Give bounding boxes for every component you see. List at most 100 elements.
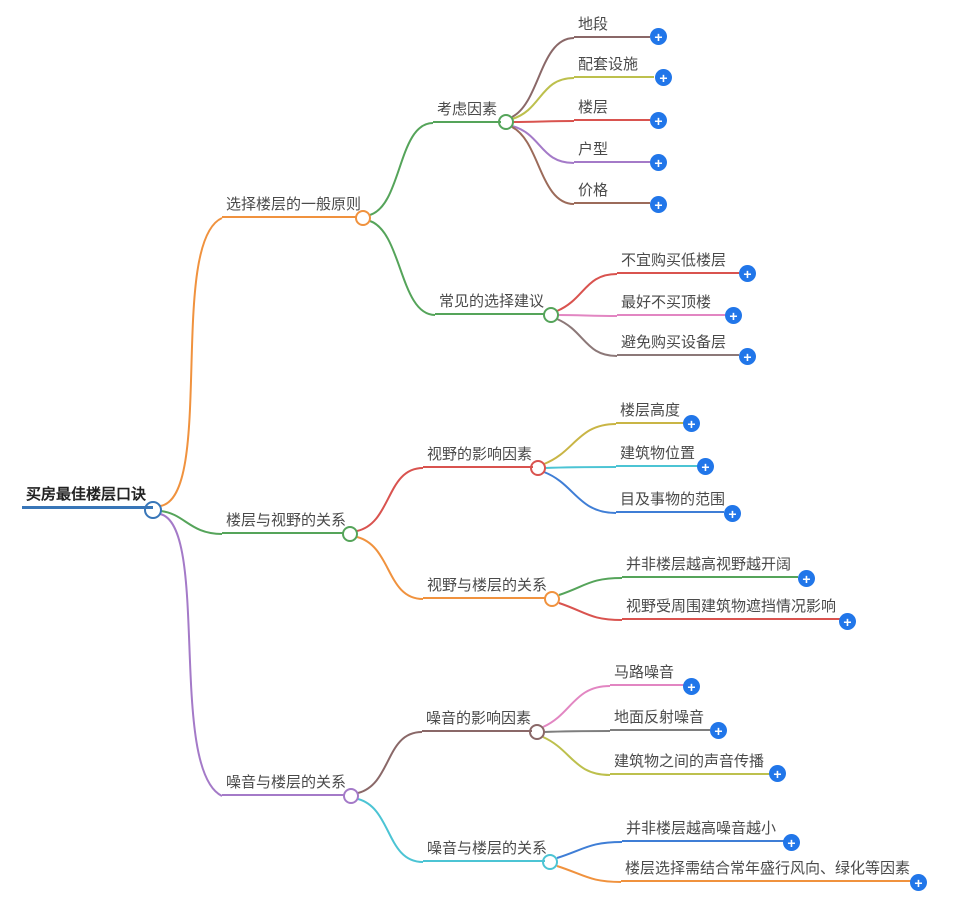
leaf-avoid-equipment-floor[interactable]: 避免购买设备层 — [617, 333, 739, 356]
add-node-button[interactable]: + — [697, 458, 714, 475]
add-node-button[interactable]: + — [724, 505, 741, 522]
plus-icon: + — [787, 834, 796, 851]
edge — [357, 731, 423, 794]
edge — [557, 314, 618, 317]
leaf-visible-range[interactable]: 目及事物的范围 — [616, 490, 725, 513]
node-handle[interactable] — [530, 460, 546, 476]
leaf-floor-choice-wind-greenery[interactable]: 楼层选择需结合常年盛行风向、绿化等因素 — [621, 859, 913, 882]
edge — [558, 577, 623, 596]
node-considerations[interactable]: 考虑因素 — [433, 100, 501, 123]
edge — [357, 798, 424, 863]
leaf-avoid-low-floors[interactable]: 不宜购买低楼层 — [617, 251, 739, 274]
node-view-factors[interactable]: 视野的影响因素 — [423, 445, 533, 468]
node-common-suggestions[interactable]: 常见的选择建议 — [435, 292, 545, 315]
add-node-button[interactable]: + — [839, 613, 856, 630]
edge — [558, 602, 623, 621]
leaf-avoid-top-floor[interactable]: 最好不买顶楼 — [617, 293, 725, 316]
node-view-floor-relation[interactable]: 视野与楼层的关系 — [423, 576, 547, 599]
add-node-button[interactable]: + — [655, 69, 672, 86]
plus-icon: + — [687, 678, 696, 695]
edge — [544, 466, 617, 469]
edge — [543, 471, 617, 514]
add-node-button[interactable]: + — [769, 765, 786, 782]
node-handle[interactable] — [543, 307, 559, 323]
plus-icon: + — [802, 570, 811, 587]
edge — [556, 841, 623, 859]
node-noise-factors[interactable]: 噪音的影响因素 — [422, 709, 532, 732]
node-noise-floor-subrelation[interactable]: 噪音与楼层的关系 — [423, 839, 547, 862]
plus-icon: + — [773, 765, 782, 782]
edge — [556, 273, 618, 312]
leaf-unit-layout[interactable]: 户型 — [574, 140, 650, 163]
leaf-floor-height[interactable]: 楼层高度 — [616, 401, 684, 424]
edge — [512, 120, 575, 123]
plus-icon: + — [743, 348, 752, 365]
edge — [511, 77, 575, 120]
plus-icon: + — [914, 874, 923, 891]
leaf-higher-not-always-quieter[interactable]: 并非楼层越高噪音越小 — [622, 819, 784, 842]
leaf-higher-not-always-wider-view[interactable]: 并非楼层越高视野越开阔 — [622, 555, 798, 578]
edge — [542, 736, 611, 776]
add-node-button[interactable]: + — [710, 722, 727, 739]
leaf-ground-reflected-noise[interactable]: 地面反射噪音 — [610, 708, 710, 731]
leaf-view-blocked-by-buildings[interactable]: 视野受周围建筑物遮挡情况影响 — [622, 597, 840, 620]
node-handle[interactable] — [342, 526, 358, 542]
branch-noise-floor-relation[interactable]: 噪音与楼层的关系 — [222, 773, 346, 796]
branch-general-principles[interactable]: 选择楼层的一般原则 — [222, 195, 361, 218]
edge — [511, 126, 575, 205]
node-handle[interactable] — [544, 591, 560, 607]
branch-floor-view-relation[interactable]: 楼层与视野的关系 — [222, 511, 346, 534]
add-node-button[interactable]: + — [783, 834, 800, 851]
leaf-sound-between-buildings[interactable]: 建筑物之间的声音传播 — [610, 752, 770, 775]
leaf-location[interactable]: 地段 — [574, 15, 650, 38]
edge — [369, 220, 436, 316]
node-handle[interactable] — [498, 114, 514, 130]
node-handle[interactable] — [529, 724, 545, 740]
edge — [159, 217, 223, 507]
edge — [556, 318, 618, 357]
edge — [556, 865, 622, 883]
plus-icon: + — [843, 613, 852, 630]
plus-icon: + — [728, 505, 737, 522]
node-handle[interactable] — [542, 854, 558, 870]
edge — [369, 122, 434, 216]
plus-icon: + — [743, 265, 752, 282]
edge — [160, 510, 223, 535]
edge — [543, 730, 611, 733]
add-node-button[interactable]: + — [650, 154, 667, 171]
leaf-price[interactable]: 价格 — [574, 181, 650, 204]
edge — [159, 513, 223, 797]
node-handle[interactable] — [343, 788, 359, 804]
add-node-button[interactable]: + — [650, 28, 667, 45]
plus-icon: + — [654, 112, 663, 129]
edge — [511, 37, 575, 118]
add-node-button[interactable]: + — [683, 415, 700, 432]
leaf-floor[interactable]: 楼层 — [574, 98, 650, 121]
root-node[interactable]: 买房最佳楼层口诀 — [22, 485, 153, 509]
leaf-road-noise[interactable]: 马路噪音 — [610, 663, 684, 686]
edge — [511, 125, 575, 164]
edge — [356, 536, 424, 600]
plus-icon: + — [654, 28, 663, 45]
plus-icon: + — [654, 154, 663, 171]
plus-icon: + — [659, 69, 668, 86]
add-node-button[interactable]: + — [910, 874, 927, 891]
plus-icon: + — [729, 307, 738, 324]
edge — [356, 467, 424, 532]
plus-icon: + — [714, 722, 723, 739]
add-node-button[interactable]: + — [739, 348, 756, 365]
add-node-button[interactable]: + — [725, 307, 742, 324]
node-handle[interactable] — [355, 210, 371, 226]
leaf-facilities[interactable]: 配套设施 — [574, 55, 654, 78]
add-node-button[interactable]: + — [798, 570, 815, 587]
add-node-button[interactable]: + — [683, 678, 700, 695]
edge — [542, 685, 611, 728]
add-node-button[interactable]: + — [650, 196, 667, 213]
add-node-button[interactable]: + — [650, 112, 667, 129]
leaf-building-position[interactable]: 建筑物位置 — [616, 444, 698, 467]
plus-icon: + — [654, 196, 663, 213]
plus-icon: + — [701, 458, 710, 475]
add-node-button[interactable]: + — [739, 265, 756, 282]
